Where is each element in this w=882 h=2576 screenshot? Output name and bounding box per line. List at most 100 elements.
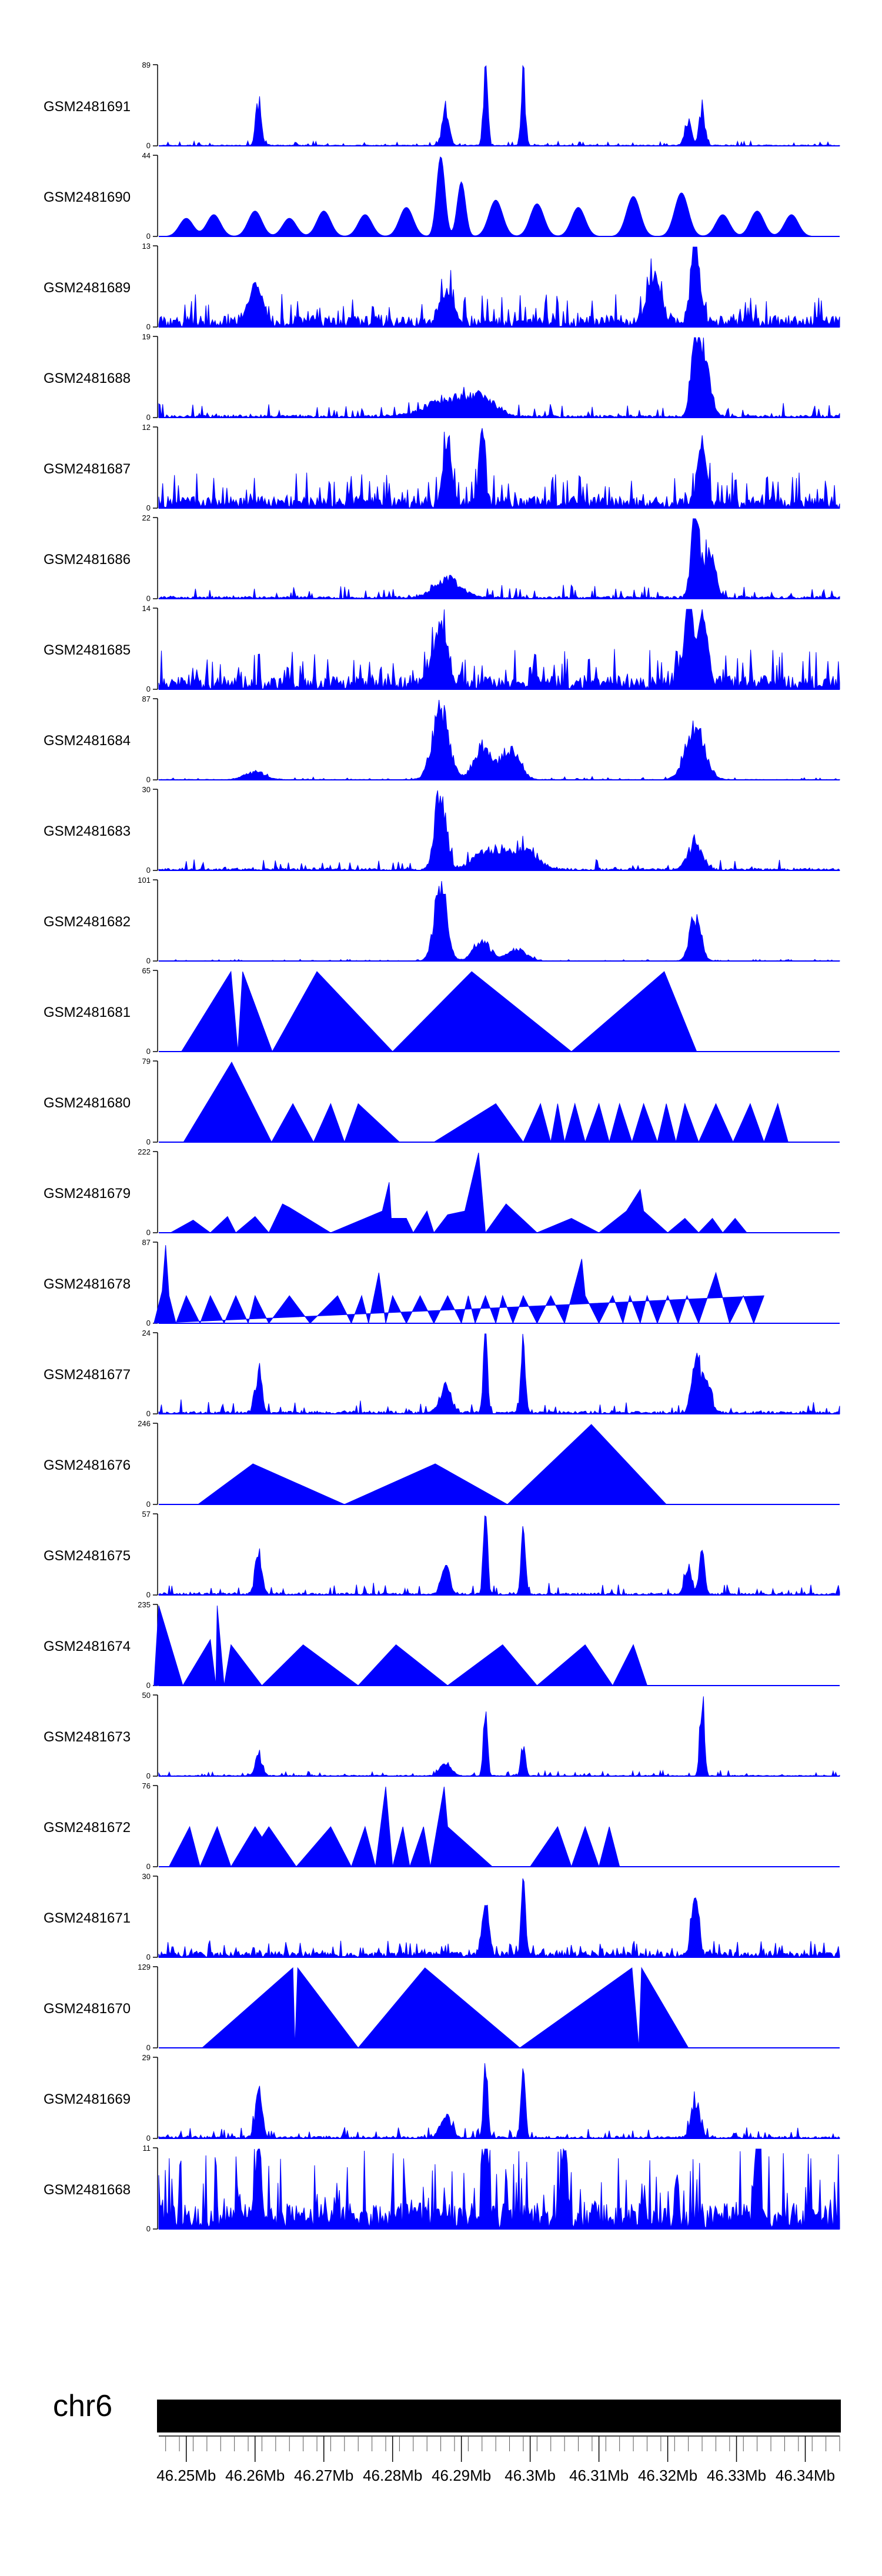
track-label: GSM2481669: [44, 2091, 131, 2107]
signal-area: [159, 156, 840, 237]
track-ymax-label: 57: [142, 1510, 151, 1519]
signal-area: [158, 428, 840, 509]
chromosome-ideogram: chr6: [53, 2389, 841, 2432]
track-zero-label: 0: [146, 1862, 151, 1871]
track-ymax-label: 235: [138, 1600, 151, 1609]
track-zero-label: 0: [146, 1953, 151, 1961]
signal-area: [153, 1605, 648, 1687]
track-GSM2481681: GSM2481681 65 0: [44, 966, 840, 1056]
genome-tick-label: 46.3Mb: [505, 2467, 556, 2484]
track-label: GSM2481682: [44, 914, 131, 930]
track-label: GSM2481668: [44, 2182, 131, 2198]
track-label: GSM2481679: [44, 1186, 131, 1202]
track-GSM2481671: GSM2481671 30 0: [44, 1872, 840, 1961]
track-GSM2481677: GSM2481677 24 0: [44, 1329, 840, 1418]
signal-area: [181, 970, 697, 1053]
signal-area: [158, 65, 840, 147]
track-label: GSM2481677: [44, 1367, 131, 1383]
signal-area: [158, 1878, 840, 1958]
signal-area: [158, 1515, 840, 1596]
track-label: GSM2481691: [44, 99, 131, 115]
track-ymax-label: 87: [142, 695, 151, 703]
track-GSM2481680: GSM2481680 79 0: [44, 1057, 840, 1146]
track-ymax-label: 101: [138, 876, 151, 885]
signal-area: [158, 518, 840, 600]
track-GSM2481676: GSM2481676 246 0: [44, 1419, 840, 1509]
signal-area: [158, 1696, 840, 1777]
signal-area: [158, 880, 840, 962]
track-GSM2481678: GSM2481678 87 0: [44, 1238, 840, 1327]
track-label: GSM2481681: [44, 1005, 131, 1020]
tracks-group: GSM2481691890GSM2481690440GSM2481689130G…: [44, 61, 840, 2233]
track-GSM2481685: GSM2481685 14 0: [44, 604, 840, 693]
track-ymax-label: 11: [143, 2144, 151, 2153]
track-label: GSM2481684: [44, 733, 131, 749]
signal-area: [158, 1333, 840, 1414]
track-ymax-label: 129: [138, 1963, 151, 1971]
track-ymax-label: 30: [142, 1872, 151, 1881]
track-zero-label: 0: [146, 1500, 151, 1509]
track-GSM2481674: GSM2481674 235 0: [44, 1600, 840, 1690]
track-GSM2481691: GSM2481691 89 0: [44, 61, 840, 150]
chromosome-bar: [157, 2400, 841, 2432]
genome-tick-label: 46.29Mb: [432, 2467, 491, 2484]
track-label: GSM2481688: [44, 371, 131, 386]
track-label: GSM2481680: [44, 1095, 131, 1111]
track-ymax-label: 79: [142, 1057, 151, 1066]
track-zero-label: 0: [146, 685, 151, 693]
track-zero-label: 0: [146, 1319, 151, 1327]
track-ymax-label: 65: [142, 966, 151, 975]
track-zero-label: 0: [146, 956, 151, 965]
track-label: GSM2481674: [44, 1639, 131, 1654]
track-GSM2481684: GSM2481684 87 0: [44, 695, 840, 784]
track-ymax-label: 87: [142, 1238, 151, 1247]
genome-tick-label: 46.32Mb: [638, 2467, 697, 2484]
track-ymax-label: 12: [142, 423, 151, 432]
track-GSM2481688: GSM2481688 19 0: [44, 332, 840, 422]
track-GSM2481679: GSM2481679 222 0: [44, 1147, 840, 1237]
genome-tick-label: 46.28Mb: [363, 2467, 422, 2484]
track-zero-label: 0: [146, 594, 151, 603]
track-zero-label: 0: [146, 866, 151, 875]
track-ymax-label: 22: [142, 513, 151, 522]
track-zero-label: 0: [146, 322, 151, 331]
track-ymax-label: 29: [142, 2053, 151, 2062]
track-ymax-label: 50: [142, 1691, 151, 1700]
track-zero-label: 0: [146, 1681, 151, 1690]
track-zero-label: 0: [146, 2043, 151, 2052]
track-label: GSM2481686: [44, 552, 131, 568]
track-label: GSM2481670: [44, 2001, 131, 2017]
track-label: GSM2481676: [44, 1457, 131, 1473]
track-label: GSM2481672: [44, 1820, 131, 1836]
track-GSM2481675: GSM2481675 57 0: [44, 1510, 840, 1599]
genome-tick-label: 46.31Mb: [569, 2467, 629, 2484]
track-zero-label: 0: [146, 1409, 151, 1418]
track-zero-label: 0: [146, 2134, 151, 2143]
track-label: GSM2481683: [44, 823, 131, 839]
signal-area: [158, 337, 840, 419]
genome-tick-label: 46.26Mb: [225, 2467, 285, 2484]
signal-area: [158, 2148, 840, 2230]
track-label: GSM2481673: [44, 1729, 131, 1745]
track-GSM2481668: GSM2481668 11 0: [44, 2144, 840, 2233]
track-GSM2481689: GSM2481689 13 0: [44, 242, 840, 331]
genome-tick-label: 46.34Mb: [776, 2467, 835, 2484]
track-zero-label: 0: [146, 1137, 151, 1146]
track-label: GSM2481690: [44, 189, 131, 205]
track-ymax-label: 30: [142, 785, 151, 794]
track-zero-label: 0: [146, 141, 151, 150]
track-zero-label: 0: [146, 232, 151, 241]
signal-area: [153, 1245, 765, 1324]
track-ymax-label: 76: [142, 1781, 151, 1790]
track-ymax-label: 89: [142, 61, 151, 69]
genome-axis: 46.25Mb 46.26Mb 46.27Mb 46.28Mb 46.29Mb 46.3M…: [156, 2435, 840, 2484]
genome-tick-label: 46.33Mb: [707, 2467, 766, 2484]
track-ymax-label: 246: [138, 1419, 151, 1428]
track-zero-label: 0: [146, 413, 151, 422]
signal-area: [168, 1786, 620, 1868]
signal-area: [158, 2063, 840, 2140]
track-GSM2481687: GSM2481687 12 0: [44, 423, 840, 512]
track-GSM2481690: GSM2481690 44 0: [44, 151, 840, 241]
track-zero-label: 0: [146, 775, 151, 784]
track-GSM2481670: GSM2481670 129 0: [44, 1963, 840, 2052]
